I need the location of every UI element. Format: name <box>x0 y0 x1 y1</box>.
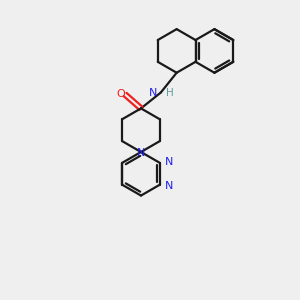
Text: N: N <box>148 88 157 98</box>
Text: N: N <box>137 148 145 158</box>
Text: H: H <box>166 88 173 98</box>
Text: N: N <box>165 181 173 191</box>
Text: O: O <box>117 88 125 98</box>
Text: N: N <box>165 157 173 167</box>
